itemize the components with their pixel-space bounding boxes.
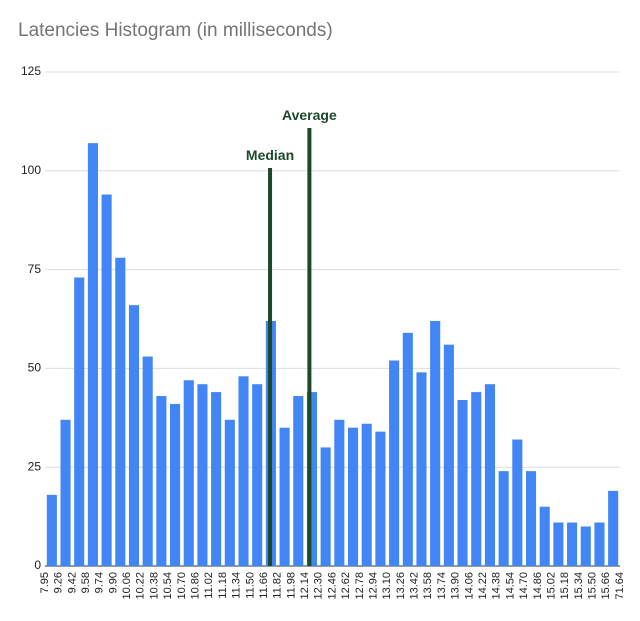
- bar: [156, 396, 167, 566]
- x-tick-label: 13.74: [436, 572, 448, 600]
- x-tick-label: 12.30: [313, 572, 325, 600]
- x-tick-label: 11.98: [285, 572, 297, 599]
- x-tick-label: 9.26: [53, 572, 65, 593]
- bar: [402, 332, 413, 566]
- x-tick-label: 10.54: [162, 572, 174, 600]
- x-tick-label: 15.18: [559, 572, 571, 600]
- x-tick-label: 11.82: [272, 572, 284, 599]
- bar: [457, 400, 468, 566]
- x-tick-label: 10.86: [190, 572, 202, 600]
- x-tick-label: 14.86: [532, 572, 544, 600]
- bar: [170, 403, 181, 566]
- x-tick-label: 7.95: [39, 572, 51, 593]
- bar: [224, 419, 235, 566]
- x-tick-label: 13.10: [381, 572, 393, 600]
- x-tick-label: 71.64: [614, 572, 626, 600]
- bar: [375, 431, 386, 566]
- annotation-label: Median: [246, 147, 294, 163]
- x-tick-label: 13.90: [450, 572, 462, 600]
- bar: [101, 194, 112, 566]
- bar: [580, 526, 591, 566]
- bar: [484, 384, 495, 566]
- bar: [115, 257, 126, 566]
- x-tick-label: 12.14: [299, 572, 311, 600]
- bar: [87, 143, 98, 567]
- x-tick-label: 12.94: [367, 572, 379, 600]
- bar: [60, 419, 71, 566]
- x-tick-label: 15.66: [600, 572, 612, 600]
- x-tick-label: 13.26: [395, 572, 407, 600]
- bar: [183, 380, 194, 566]
- y-tick-label: 100: [21, 163, 41, 177]
- x-tick-label: 14.70: [518, 572, 530, 600]
- bar: [128, 305, 140, 566]
- bar: [197, 384, 208, 566]
- x-tick-label: 13.58: [422, 572, 434, 600]
- bar: [567, 522, 578, 566]
- bar: [471, 392, 482, 566]
- x-tick-label: 11.50: [244, 572, 256, 599]
- y-tick-label: 75: [28, 262, 42, 276]
- bar: [334, 419, 345, 566]
- x-tick-label: 14.38: [491, 572, 503, 600]
- x-tick-label: 11.18: [217, 572, 229, 599]
- bar: [361, 423, 372, 566]
- x-tick-label: 11.02: [203, 572, 215, 599]
- y-tick-label: 25: [28, 459, 42, 473]
- bar: [211, 392, 222, 566]
- chart-title: Latencies Histogram (in milliseconds): [18, 20, 333, 41]
- x-tick-label: 15.50: [587, 572, 599, 600]
- x-tick-label: 9.90: [107, 572, 119, 593]
- bar: [389, 360, 400, 566]
- y-tick-label: 50: [28, 361, 42, 375]
- x-tick-label: 9.74: [94, 572, 106, 593]
- bar: [416, 372, 427, 566]
- bar: [252, 384, 263, 566]
- x-tick-label: 9.42: [66, 572, 78, 593]
- x-tick-label: 12.78: [354, 572, 366, 600]
- x-tick-label: 12.62: [340, 572, 352, 600]
- bar: [238, 376, 249, 566]
- x-tick-label: 12.46: [326, 572, 338, 600]
- bar: [594, 522, 605, 566]
- bar: [347, 427, 359, 566]
- x-tick-label: 14.06: [463, 572, 475, 600]
- x-tick-label: 9.58: [80, 572, 92, 593]
- bar: [142, 356, 153, 566]
- x-tick-label: 14.54: [504, 572, 516, 600]
- y-tick-label: 125: [21, 64, 41, 78]
- bar: [306, 392, 318, 566]
- bar: [512, 439, 523, 566]
- bar: [539, 506, 550, 566]
- bar: [46, 494, 57, 566]
- bar: [74, 277, 85, 566]
- annotation-label: Average: [282, 107, 337, 123]
- x-tick-label: 11.34: [231, 572, 243, 599]
- bar: [279, 427, 290, 566]
- x-tick-label: 14.22: [477, 572, 489, 600]
- x-tick-label: 15.02: [545, 572, 557, 600]
- bar: [293, 396, 304, 566]
- bar: [498, 471, 509, 566]
- x-tick-label: 11.66: [258, 572, 270, 599]
- y-tick-label: 0: [34, 558, 41, 572]
- bar: [430, 320, 441, 566]
- x-tick-label: 10.38: [148, 572, 160, 600]
- x-tick-label: 13.42: [409, 572, 421, 600]
- bar: [320, 447, 331, 566]
- x-tick-label: 10.06: [121, 572, 133, 600]
- bar: [553, 522, 564, 566]
- x-tick-label: 10.22: [135, 572, 147, 600]
- x-tick-label: 15.34: [573, 572, 585, 600]
- bar: [443, 344, 454, 566]
- x-tick-label: 10.70: [176, 572, 188, 600]
- bar: [525, 471, 537, 566]
- bar: [608, 490, 619, 566]
